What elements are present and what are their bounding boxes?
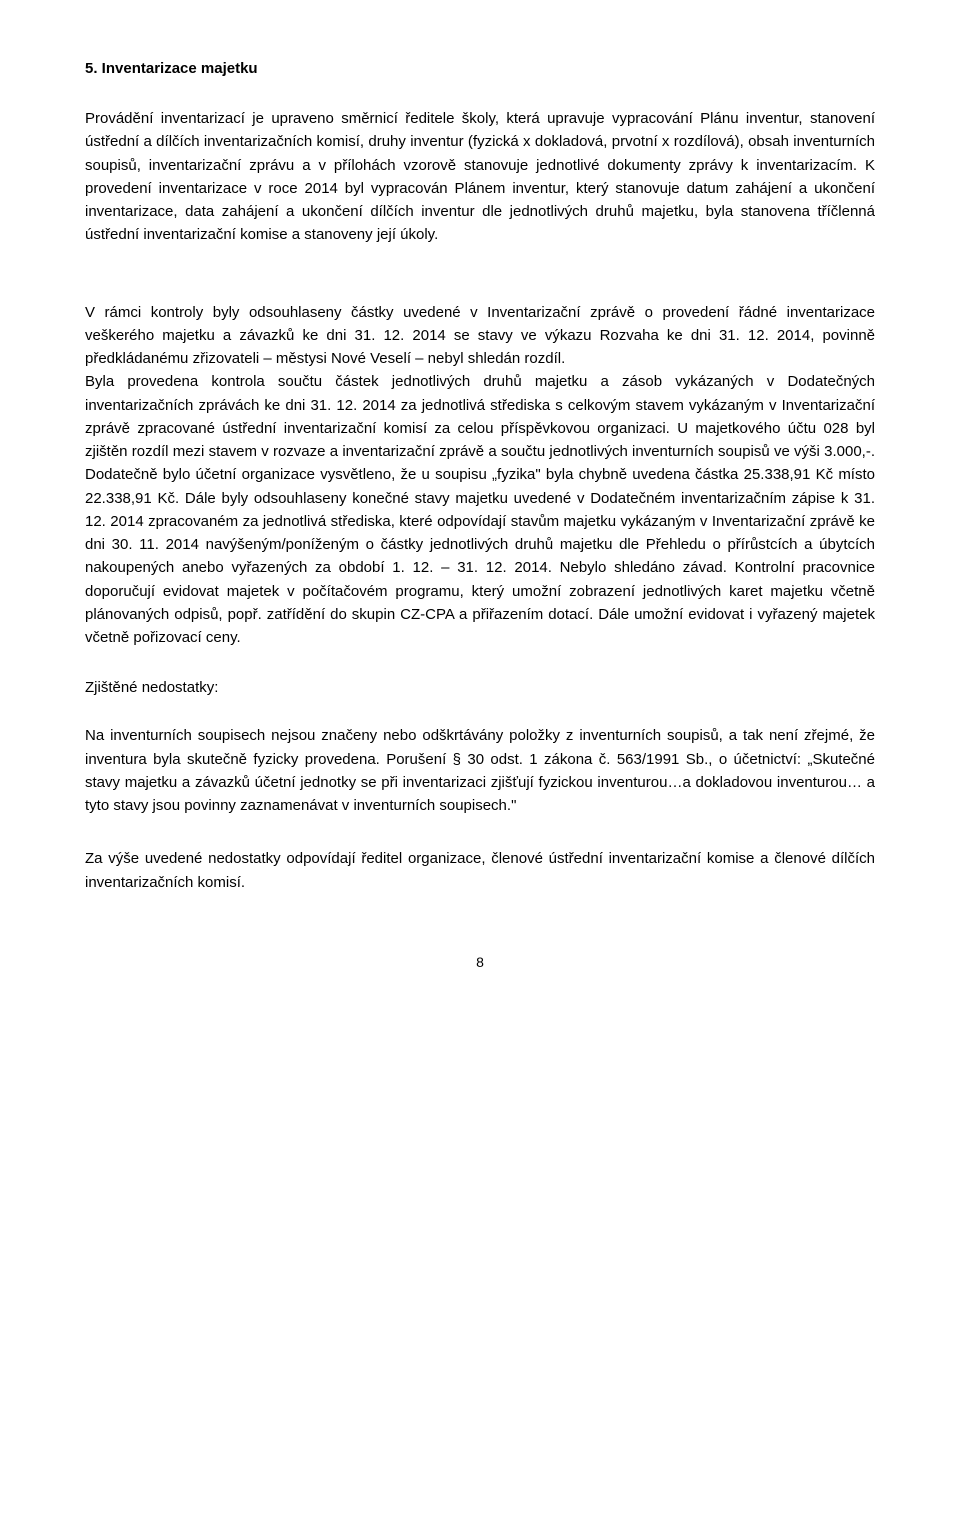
paragraph-2: V rámci kontroly byly odsouhlaseny částk… bbox=[85, 301, 875, 371]
section-heading: 5. Inventarizace majetku bbox=[85, 60, 875, 77]
paragraph-5: Za výše uvedené nedostatky odpovídají ře… bbox=[85, 847, 875, 894]
paragraph-3: Byla provedena kontrola součtu částek je… bbox=[85, 370, 875, 649]
paragraph-4: Na inventurních soupisech nejsou značeny… bbox=[85, 724, 875, 817]
paragraph-1: Provádění inventarizací je upraveno směr… bbox=[85, 107, 875, 247]
page-number: 8 bbox=[85, 954, 875, 970]
subheading-deficiencies: Zjištěné nedostatky: bbox=[85, 679, 875, 696]
